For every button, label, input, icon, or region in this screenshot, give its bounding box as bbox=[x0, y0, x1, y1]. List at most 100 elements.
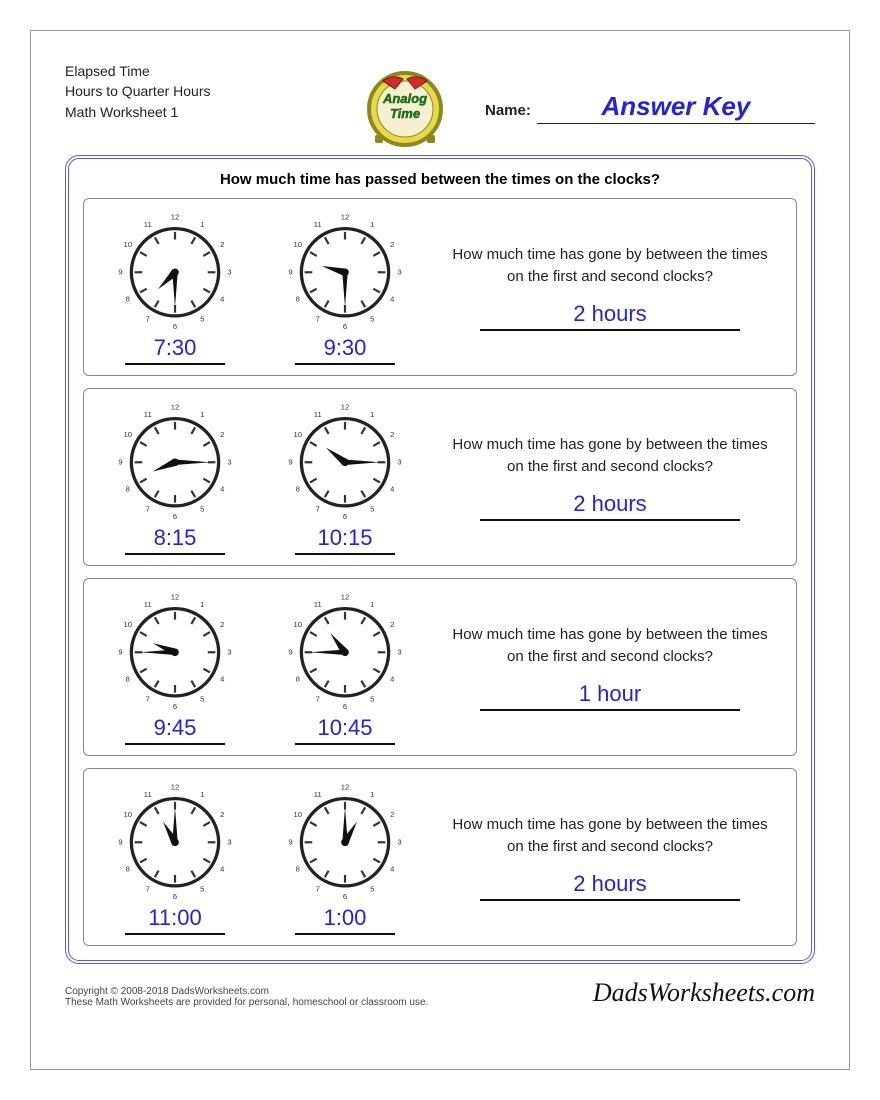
answer-value: 2 hours bbox=[480, 301, 740, 331]
time-1-label: 9:45 bbox=[125, 715, 225, 745]
clock-1-col: 121234567891011 7:30 bbox=[100, 209, 250, 365]
svg-text:10: 10 bbox=[124, 620, 132, 629]
clock-icon: 121234567891011 bbox=[115, 399, 235, 519]
svg-text:6: 6 bbox=[343, 512, 347, 519]
svg-text:7: 7 bbox=[316, 885, 320, 894]
svg-text:11: 11 bbox=[144, 410, 152, 419]
svg-text:2: 2 bbox=[220, 240, 224, 249]
svg-text:5: 5 bbox=[370, 315, 374, 324]
svg-text:1: 1 bbox=[370, 220, 374, 229]
svg-text:3: 3 bbox=[227, 457, 231, 466]
svg-text:3: 3 bbox=[397, 837, 401, 846]
svg-text:6: 6 bbox=[173, 892, 177, 899]
svg-text:3: 3 bbox=[397, 457, 401, 466]
svg-text:12: 12 bbox=[171, 593, 179, 602]
svg-text:10: 10 bbox=[124, 810, 132, 819]
clock-1-col: 121234567891011 11:00 bbox=[100, 779, 250, 935]
svg-text:2: 2 bbox=[390, 810, 394, 819]
svg-text:10: 10 bbox=[124, 240, 132, 249]
header: Elapsed Time Hours to Quarter Hours Math… bbox=[65, 61, 815, 151]
svg-text:5: 5 bbox=[200, 885, 204, 894]
svg-text:1: 1 bbox=[200, 220, 204, 229]
svg-text:6: 6 bbox=[173, 512, 177, 519]
time-2-label: 9:30 bbox=[295, 335, 395, 365]
badge-text-bottom: Time bbox=[390, 106, 420, 121]
svg-text:12: 12 bbox=[341, 593, 349, 602]
time-1-label: 8:15 bbox=[125, 525, 225, 555]
clock-2-col: 121234567891011 9:30 bbox=[270, 209, 420, 365]
clock-icon: 121234567891011 bbox=[285, 779, 405, 899]
time-1-label: 11:00 bbox=[125, 905, 225, 935]
svg-text:5: 5 bbox=[370, 885, 374, 894]
problem-row: 121234567891011 11:00 121234567891011 1:… bbox=[83, 768, 797, 946]
svg-text:9: 9 bbox=[288, 457, 292, 466]
svg-text:10: 10 bbox=[294, 240, 302, 249]
svg-text:7: 7 bbox=[316, 695, 320, 704]
svg-text:7: 7 bbox=[146, 315, 150, 324]
answer-value: 2 hours bbox=[480, 491, 740, 521]
svg-text:12: 12 bbox=[341, 403, 349, 412]
name-field: Name: Answer Key bbox=[485, 61, 815, 124]
svg-text:3: 3 bbox=[227, 647, 231, 656]
svg-text:4: 4 bbox=[390, 865, 395, 874]
svg-text:3: 3 bbox=[397, 267, 401, 276]
svg-text:10: 10 bbox=[294, 430, 302, 439]
svg-text:1: 1 bbox=[200, 790, 204, 799]
svg-text:1: 1 bbox=[370, 600, 374, 609]
svg-text:9: 9 bbox=[288, 647, 292, 656]
svg-text:4: 4 bbox=[390, 295, 395, 304]
svg-text:8: 8 bbox=[296, 295, 300, 304]
svg-text:2: 2 bbox=[220, 620, 224, 629]
svg-text:8: 8 bbox=[296, 865, 300, 874]
name-value: Answer Key bbox=[537, 91, 815, 124]
svg-text:11: 11 bbox=[314, 220, 322, 229]
instruction-text: How much time has passed between the tim… bbox=[83, 171, 797, 188]
clock-icon: 121234567891011 bbox=[115, 589, 235, 709]
svg-text:6: 6 bbox=[173, 322, 177, 329]
svg-text:10: 10 bbox=[124, 430, 132, 439]
problem-row: 121234567891011 9:45 121234567891011 10:… bbox=[83, 578, 797, 756]
analog-time-badge-icon: Analog Time bbox=[355, 61, 455, 147]
svg-text:7: 7 bbox=[146, 695, 150, 704]
question-col: How much time has gone by between the ti… bbox=[440, 779, 780, 935]
svg-text:5: 5 bbox=[200, 695, 204, 704]
svg-text:10: 10 bbox=[294, 810, 302, 819]
svg-text:1: 1 bbox=[200, 600, 204, 609]
svg-text:6: 6 bbox=[343, 892, 347, 899]
footer-note: These Math Worksheets are provided for p… bbox=[65, 997, 428, 1008]
clock-icon: 121234567891011 bbox=[115, 779, 235, 899]
site-name: DadsWorksheets.com bbox=[593, 978, 815, 1008]
svg-text:9: 9 bbox=[288, 837, 292, 846]
question-text: How much time has gone by between the ti… bbox=[450, 434, 770, 479]
badge-text-top: Analog bbox=[382, 91, 427, 106]
question-text: How much time has gone by between the ti… bbox=[450, 814, 770, 859]
svg-text:4: 4 bbox=[220, 675, 225, 684]
clock-2-col: 121234567891011 1:00 bbox=[270, 779, 420, 935]
svg-text:8: 8 bbox=[126, 295, 130, 304]
svg-text:9: 9 bbox=[118, 647, 122, 656]
svg-text:1: 1 bbox=[370, 790, 374, 799]
clock-2-col: 121234567891011 10:15 bbox=[270, 399, 420, 555]
clock-icon: 121234567891011 bbox=[115, 209, 235, 329]
time-2-label: 10:45 bbox=[295, 715, 395, 745]
clock-1-col: 121234567891011 8:15 bbox=[100, 399, 250, 555]
time-2-label: 10:15 bbox=[295, 525, 395, 555]
svg-text:9: 9 bbox=[288, 267, 292, 276]
question-text: How much time has gone by between the ti… bbox=[450, 624, 770, 669]
svg-text:12: 12 bbox=[341, 783, 349, 792]
svg-text:4: 4 bbox=[220, 865, 225, 874]
svg-text:12: 12 bbox=[171, 783, 179, 792]
meta-line-3: Math Worksheet 1 bbox=[65, 102, 325, 122]
svg-text:11: 11 bbox=[314, 790, 322, 799]
svg-text:3: 3 bbox=[227, 267, 231, 276]
svg-text:11: 11 bbox=[144, 790, 152, 799]
svg-text:2: 2 bbox=[390, 240, 394, 249]
problem-row: 121234567891011 7:30 121234567891011 9:3… bbox=[83, 198, 797, 376]
question-col: How much time has gone by between the ti… bbox=[440, 399, 780, 555]
meta-line-1: Elapsed Time bbox=[65, 61, 325, 81]
svg-text:9: 9 bbox=[118, 837, 122, 846]
svg-text:11: 11 bbox=[314, 410, 322, 419]
time-1-label: 7:30 bbox=[125, 335, 225, 365]
svg-text:5: 5 bbox=[370, 695, 374, 704]
worksheet-meta: Elapsed Time Hours to Quarter Hours Math… bbox=[65, 61, 325, 122]
